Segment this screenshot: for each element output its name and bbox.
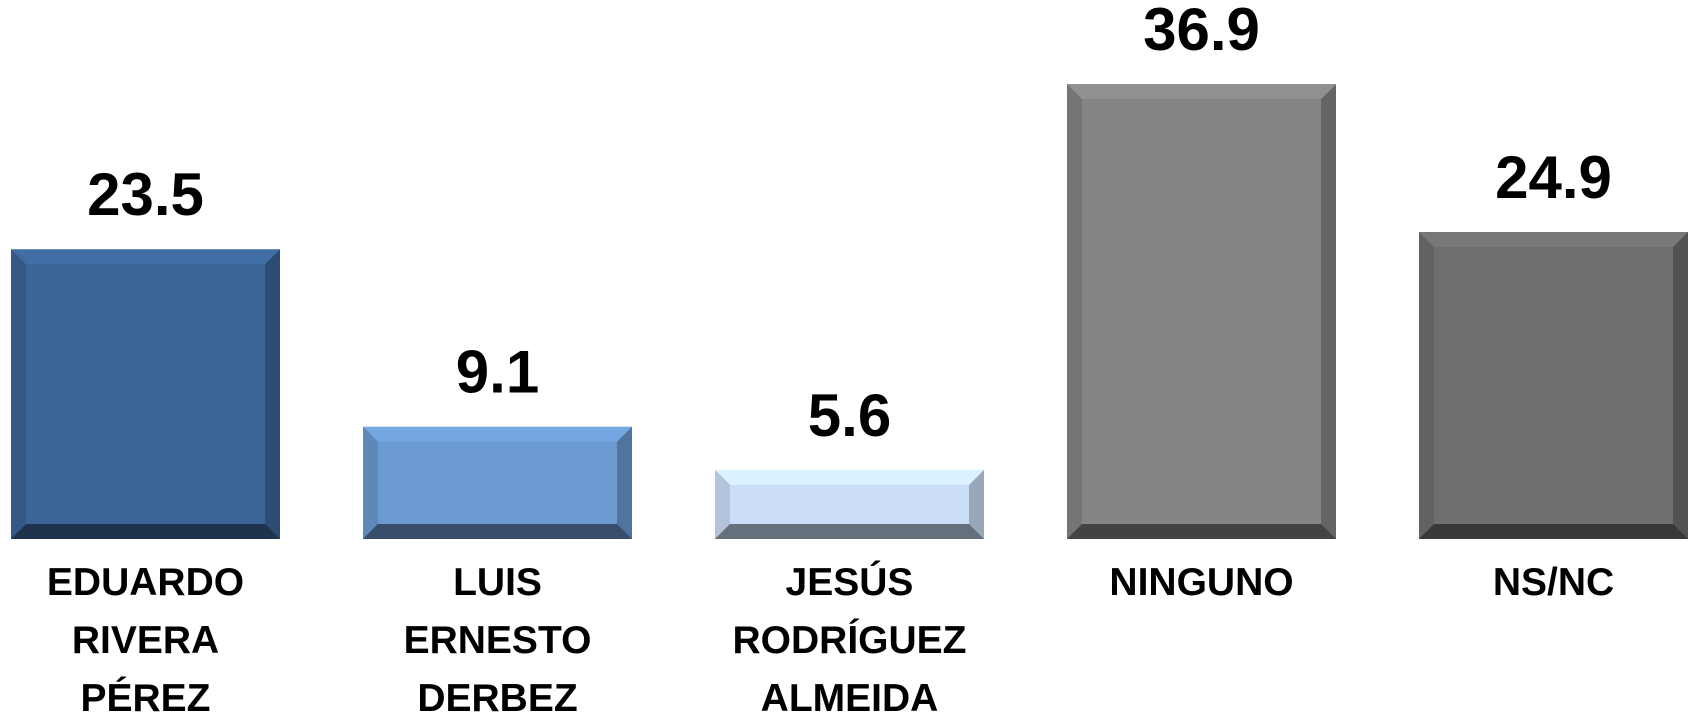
bar-bevel-left [1419,232,1434,540]
x-tick-label-line: LUIS [453,561,542,604]
bar-bevel-bottom [715,524,984,539]
x-tick-label-line: RODRÍGUEZ [733,618,967,662]
value-label: 23.5 [87,161,204,228]
bar-bevel-top [363,426,632,442]
x-tick-label-line: ALMEIDA [761,677,939,720]
bar-face [1434,247,1673,525]
bar-bevel-top [11,249,280,265]
value-label: 24.9 [1495,144,1612,211]
bar-bevel-bottom [11,524,280,539]
x-tick-label: NS/NC [1493,561,1614,604]
bar-bevel-left [363,426,378,539]
x-tick-label: JESÚS RODRÍGUEZ ALMEIDA [733,560,967,720]
value-label: 36.9 [1143,0,1260,63]
x-tick-label: LUIS ERNESTO DERBEZ [404,561,592,720]
bar-bevel-left [715,469,730,539]
x-tick-label-line: PÉREZ [80,676,210,720]
x-tick-label-line: RIVERA [72,619,219,662]
bar-bevel-left [11,249,26,540]
x-tick-label-line: EDUARDO [47,561,244,604]
bar-bevel-left [1067,84,1082,540]
x-tick-label-line: NINGUNO [1109,561,1293,604]
x-tick-label-line: NS/NC [1493,561,1614,604]
x-tick-label-line: DERBEZ [417,677,577,720]
x-tick-label: EDUARDO RIVERA PÉREZ [47,561,244,720]
x-tick-label: NINGUNO [1109,561,1293,604]
value-label: 9.1 [456,339,539,406]
bar-bevel-top [1419,232,1688,248]
x-tick-label-line: ERNESTO [404,619,592,662]
bar-face [378,441,617,524]
bar-face [1082,99,1321,525]
bar-face [730,484,969,524]
bar-bevel-bottom [1067,524,1336,539]
bar-bevel-bottom [363,524,632,539]
bar-bevel-top [715,469,984,485]
bar-face [26,264,265,524]
bar-bevel-top [1067,84,1336,100]
value-label: 5.6 [808,382,891,449]
bar-bevel-bottom [1419,524,1688,539]
x-tick-label-line: JESÚS [786,560,914,604]
